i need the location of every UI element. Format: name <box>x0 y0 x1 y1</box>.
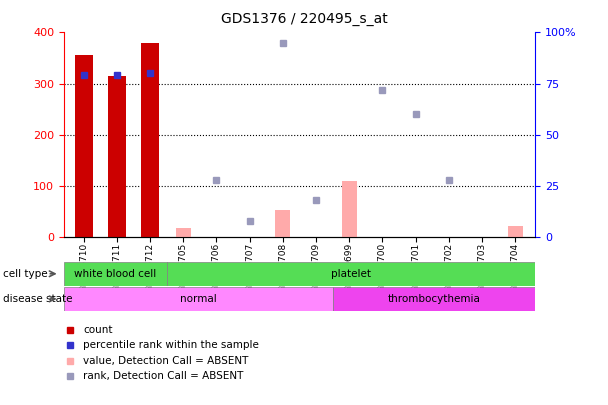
Bar <box>342 181 357 237</box>
Bar <box>333 287 535 311</box>
Text: value, Detection Call = ABSENT: value, Detection Call = ABSENT <box>83 356 249 366</box>
Text: platelet: platelet <box>331 269 371 279</box>
Text: count: count <box>83 325 113 335</box>
Text: cell type: cell type <box>3 269 47 279</box>
Bar <box>508 226 523 237</box>
Bar <box>176 228 191 237</box>
Bar <box>64 287 333 311</box>
Text: rank, Detection Call = ABSENT: rank, Detection Call = ABSENT <box>83 371 244 381</box>
Bar <box>75 55 93 237</box>
Text: percentile rank within the sample: percentile rank within the sample <box>83 341 259 350</box>
Bar <box>167 262 535 286</box>
Text: normal: normal <box>180 294 216 304</box>
Text: disease state: disease state <box>3 294 72 304</box>
Text: thrombocythemia: thrombocythemia <box>387 294 480 304</box>
Bar <box>141 43 159 237</box>
Bar <box>108 76 126 237</box>
Text: GDS1376 / 220495_s_at: GDS1376 / 220495_s_at <box>221 12 387 26</box>
Bar <box>64 262 167 286</box>
Text: white blood cell: white blood cell <box>74 269 156 279</box>
Bar <box>275 210 290 237</box>
